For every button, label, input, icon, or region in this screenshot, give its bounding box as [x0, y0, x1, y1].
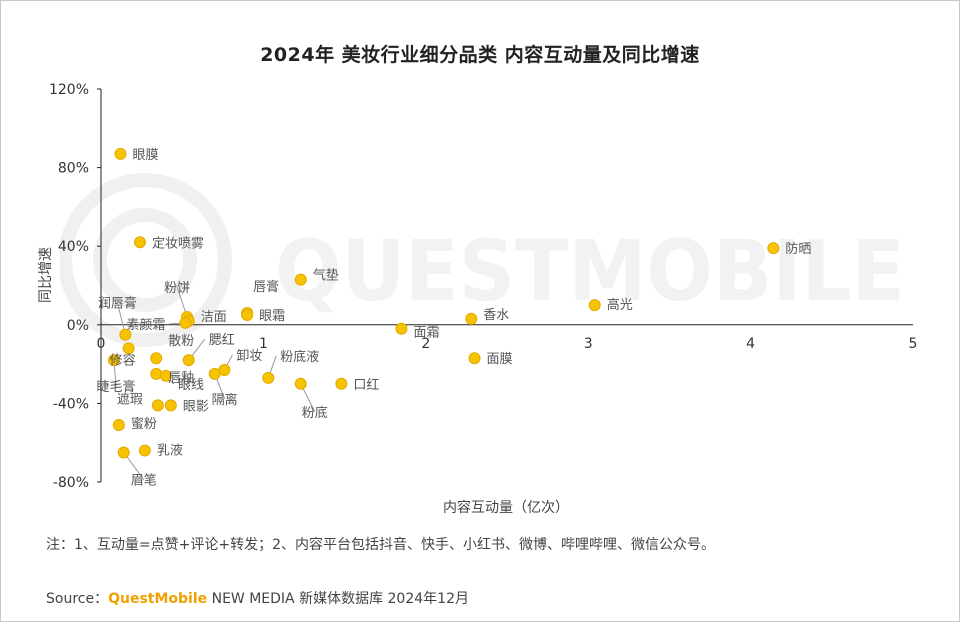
data-point: [112, 419, 125, 432]
data-label: 眼膜: [132, 148, 158, 163]
data-point: [179, 316, 192, 329]
y-tick-label: -40%: [53, 396, 89, 412]
data-point: [151, 399, 164, 412]
data-point: [241, 308, 254, 321]
x-tick-label: 1: [259, 336, 268, 352]
data-point: [159, 369, 172, 382]
x-tick-label: 2: [421, 336, 430, 352]
data-label: 眼霜: [259, 309, 285, 324]
source-prefix: Source：: [46, 591, 109, 607]
data-label: 乳液: [157, 444, 183, 459]
data-point: [395, 322, 408, 335]
data-point: [262, 371, 275, 384]
data-label: 定妆喷雾: [152, 236, 204, 251]
data-label: 蜜粉: [131, 417, 157, 432]
y-tick-label: 0%: [67, 318, 89, 334]
data-point: [208, 367, 221, 380]
data-point: [182, 354, 195, 367]
data-point: [114, 147, 127, 160]
data-label: 口红: [353, 377, 379, 393]
data-label: 润唇膏: [98, 296, 137, 312]
data-label: 香水: [483, 308, 509, 323]
data-label: 睫毛膏: [96, 379, 135, 395]
data-point: [107, 354, 120, 367]
x-tick-label: 3: [584, 336, 593, 352]
data-label: 隔离: [212, 392, 238, 408]
data-point: [117, 446, 130, 459]
data-point: [133, 236, 146, 249]
data-label: 散粉: [168, 334, 194, 349]
x-tick-label: 0: [97, 336, 106, 352]
data-label: 洁面: [201, 310, 227, 325]
data-label: 粉饼: [164, 281, 190, 296]
data-point: [138, 444, 151, 457]
data-point: [122, 342, 135, 355]
data-point: [335, 377, 348, 390]
data-point: [468, 352, 481, 365]
data-point: [150, 367, 163, 380]
y-axis-label-wrap: 同比增速: [33, 225, 57, 325]
chart-title: 2024年 美妆行业细分品类 内容互动量及同比增速: [260, 44, 700, 66]
y-tick-label: -80%: [53, 475, 89, 491]
source-line: Source：QuestMobile NEW MEDIA 新媒体数据库 2024…: [46, 588, 469, 608]
data-label: 遮瑕: [117, 391, 143, 407]
x-tick-label: 4: [746, 336, 755, 352]
source-rest: NEW MEDIA 新媒体数据库 2024年12月: [207, 591, 469, 607]
y-axis-label: 同比增速: [38, 247, 54, 303]
data-point: [588, 299, 601, 312]
data-label: 唇膏: [253, 279, 279, 295]
data-label: 眉笔: [131, 473, 157, 489]
data-label: 防晒: [785, 241, 811, 257]
data-label: 眼线: [178, 378, 204, 393]
y-tick-label: 120%: [49, 82, 89, 98]
data-label: 修容: [110, 352, 136, 368]
y-tick-label: 80%: [58, 161, 89, 177]
data-label: 腮红: [209, 332, 235, 348]
data-points: [107, 147, 780, 459]
axes: 120% 80% 40% 0% -40% -80% 0 1 2 3 4 5: [49, 82, 917, 491]
data-label: 唇釉: [168, 371, 194, 386]
x-axis-label: 内容互动量（亿次）: [443, 500, 569, 516]
data-label: 眼影: [183, 399, 209, 414]
y-tick-label: 40%: [58, 239, 89, 255]
data-label: 卸妆: [236, 348, 262, 364]
data-label: 面膜: [487, 352, 513, 367]
data-point: [150, 352, 163, 365]
data-point: [294, 273, 307, 286]
data-label: 素颜霜: [126, 317, 165, 333]
x-tick-label: 5: [909, 336, 918, 352]
data-point: [119, 328, 132, 341]
data-point: [164, 399, 177, 412]
data-label: 粉底液: [280, 349, 319, 365]
footnote: 注：1、互动量=点赞+评论+转发；2、内容平台包括抖音、快手、小红书、微博、哔哩…: [46, 537, 716, 553]
data-label: 面霜: [413, 326, 439, 341]
source-brand: QuestMobile: [108, 591, 208, 607]
data-label: 气垫: [313, 268, 339, 284]
data-label: 高光: [607, 297, 633, 313]
data-point: [767, 242, 780, 255]
data-point: [294, 377, 307, 390]
data-label: 粉底: [302, 405, 328, 421]
data-point: [465, 312, 478, 325]
